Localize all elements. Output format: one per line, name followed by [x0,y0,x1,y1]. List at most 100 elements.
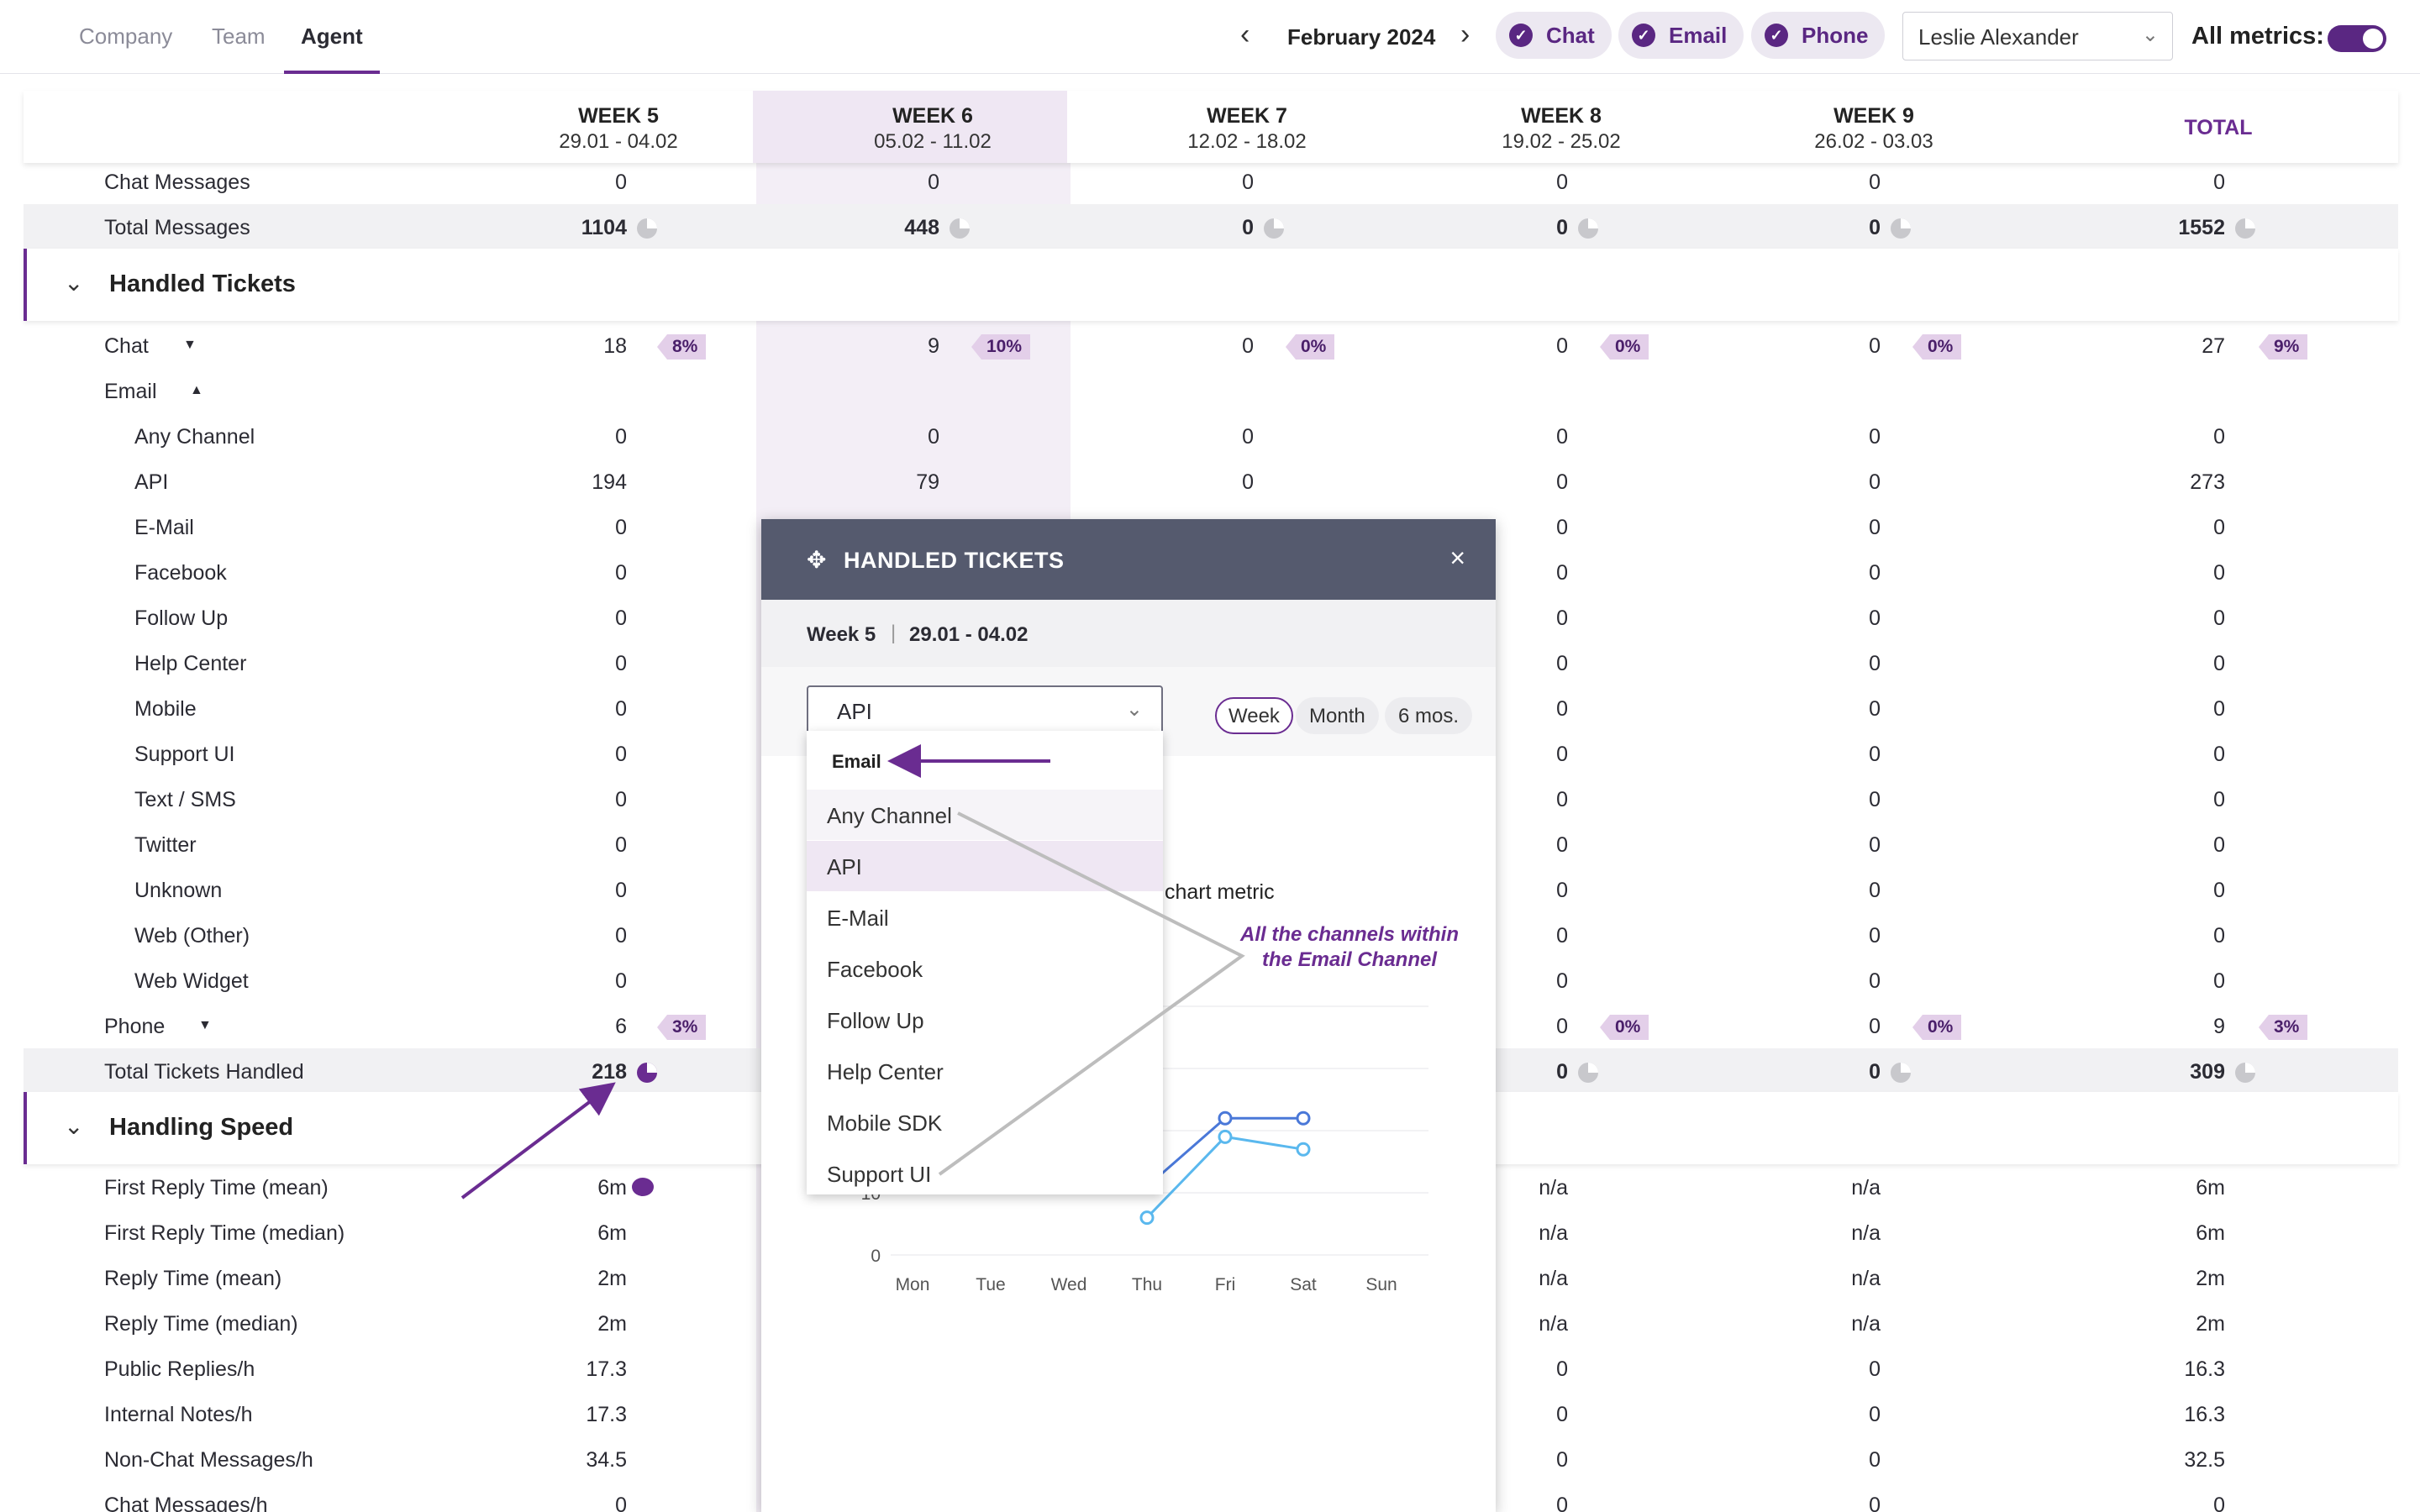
cell-value: 0 [1556,697,1568,721]
dropdown-option[interactable]: Help Center [827,1059,944,1084]
channel-select[interactable]: API ⌄ [807,685,1163,734]
dropdown-option[interactable]: Any Channel [807,790,1163,840]
chart-metric-label: chart metric [1165,880,1275,904]
cell-value: 6m [597,1176,627,1200]
tab-team[interactable]: Team [212,24,266,49]
cell-value: 0 [615,561,627,585]
chevron-down-icon[interactable]: ⌄ [64,270,84,296]
series-line [1145,1135,1304,1219]
week-title: WEEK 7 [1207,104,1287,128]
all-metrics-toggle[interactable] [2328,25,2386,52]
row-label: Reply Time (mean) [104,1267,282,1290]
cell-value: 0 [1242,425,1254,449]
caret-down-icon[interactable]: ▼ [183,338,197,352]
agent-select[interactable]: Leslie Alexander ⌄ [1902,12,2173,60]
row-label[interactable]: Chat [104,334,149,358]
period-week-button[interactable]: Week [1215,697,1293,734]
caret-down-icon[interactable]: ▼ [198,1018,212,1032]
close-icon[interactable]: × [1449,543,1465,573]
row-label: Internal Notes/h [104,1403,253,1426]
cell-value: 0 [1869,743,1881,766]
period-6mos-button[interactable]: 6 mos. [1385,697,1473,734]
cell-value: 0 [2213,788,2225,811]
dropdown-option[interactable]: Mobile SDK [827,1110,943,1136]
cell-value: 0 [1869,334,1881,358]
pie-chart-icon[interactable] [1891,218,1911,239]
pie-chart-icon[interactable] [950,218,970,239]
cell-value: n/a [1539,1176,1568,1200]
dropdown-option[interactable]: Facebook [827,957,923,982]
dropdown-option[interactable]: Follow Up [827,1008,924,1033]
row-label: E-Mail [134,516,194,539]
row-label: Help Center [134,652,247,675]
cell-value: 0 [1869,969,1881,993]
cell-value: 0 [1869,470,1881,494]
filter-chat[interactable]: ✓ Chat [1496,12,1612,59]
chevron-left-icon[interactable]: ‹ [1240,18,1250,50]
data-point [1218,1110,1233,1126]
pie-chart-icon[interactable] [1578,218,1598,239]
x-tick-label: Sun [1365,1275,1397,1294]
pie-chart-icon[interactable] [637,218,657,239]
move-icon[interactable]: ✥ [807,547,827,573]
filter-email[interactable]: ✓ Email [1618,12,1744,59]
pie-chart-icon[interactable] [637,1063,657,1083]
table-row: Any Channel 0 0 0 0 0 0 [24,413,2398,459]
week-9-header: WEEK 9 26.02 - 03.03 [1748,104,2000,154]
pie-chart-icon[interactable] [1264,218,1284,239]
caret-up-icon[interactable]: ▲ [190,383,203,397]
cell-value: 448 [904,216,939,239]
series-line [1146,1116,1303,1188]
period-month-button[interactable]: Month [1296,697,1379,734]
cell-value: 0 [1869,561,1881,585]
row-label: API [134,470,169,494]
row-label: Follow Up [134,606,229,630]
pie-chart-icon[interactable] [1578,1063,1598,1083]
cell-value: 0 [1556,1060,1568,1084]
row-label: Unknown [134,879,223,902]
chevron-down-icon[interactable]: ⌄ [64,1113,84,1139]
tab-company[interactable]: Company [79,24,173,49]
section-handled-tickets[interactable]: ⌄ Handled Tickets [24,249,2398,321]
pie-chart-icon[interactable] [2235,1063,2255,1083]
chevron-down-icon: ⌄ [2141,24,2159,46]
dropdown-option[interactable]: API [807,841,1163,891]
cell-value: 0 [1869,516,1881,539]
row-label[interactable]: Email [104,380,157,403]
cell-value: 0 [615,833,627,857]
total-header: TOTAL [2184,116,2253,139]
cell-value: 6m [2196,1221,2225,1245]
cell-value: 0 [2213,1494,2225,1512]
pie-chart-icon[interactable] [2235,218,2255,239]
tab-agent[interactable]: Agent [301,24,363,49]
table-row: Non-Chat Messages/h 34.5 0 0 32.5 [24,1436,2398,1482]
chevron-right-icon[interactable]: › [1460,18,1470,50]
row-label: First Reply Time (median) [104,1221,345,1245]
y-tick-label: 0 [871,1247,881,1266]
cell-value: 0 [615,924,627,948]
check-icon: ✓ [1765,24,1788,47]
table-row: Chat ▼ 18 9 0 0 0 27 8% 10% 0% 0% 0% 9% [24,323,2398,368]
comment-icon[interactable] [632,1178,654,1196]
cell-value: 0 [1556,788,1568,811]
cell-value: 1104 [581,216,627,239]
row-label[interactable]: Phone [104,1015,166,1038]
filter-chat-label: Chat [1546,22,1595,48]
row-label: Support UI [134,743,235,766]
modal-header[interactable]: ✥ HANDLED TICKETS × [761,519,1496,600]
cell-value: 0 [615,1494,627,1512]
modal-title: HANDLED TICKETS [844,548,1065,573]
cell-value: 0 [1556,969,1568,993]
week6-header-highlight [753,91,1067,163]
cell-value: 0 [1242,334,1254,358]
cell-value: 309 [2190,1060,2225,1084]
percent-tag: 3% [2259,1015,2308,1040]
x-tick-label: Sat [1290,1275,1317,1294]
filter-phone[interactable]: ✓ Phone [1751,12,1886,59]
table-row: Reply Time (mean) 2m n/a n/a 2m [24,1255,2398,1300]
table-row: Email ▲ [24,368,2398,413]
dropdown-option[interactable]: Support UI [827,1162,932,1187]
pie-chart-icon[interactable] [1891,1063,1911,1083]
dropdown-option[interactable]: E-Mail [827,906,889,931]
cell-value: 0 [1242,216,1254,239]
